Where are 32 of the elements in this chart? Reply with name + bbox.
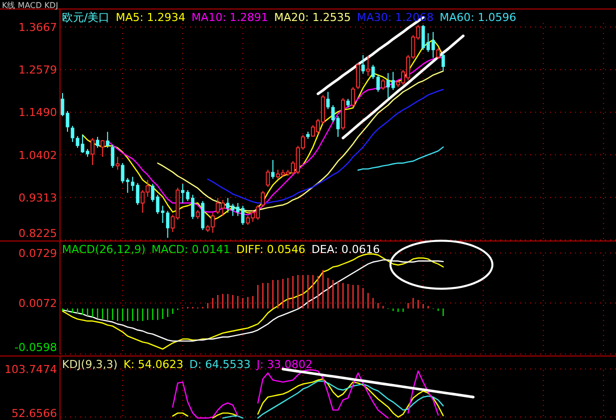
y-tick-label: -0.0598 [14,341,57,354]
text: K线 MACD KDJ [2,1,58,10]
text: MA60: 1.0596 [440,11,516,24]
y-tick-label: 0.9313 [18,191,57,204]
line-series [357,146,444,171]
y-tick-label: 52.6566 [12,407,57,420]
chart-title: KDJ(9,3,3) [62,358,118,371]
chart-title: MACD(26,12,9) [62,243,146,256]
text: MA20: 1.2535 [274,11,351,24]
y-tick-label: 0.0729 [18,246,57,260]
y-tick-label: 1.2579 [18,64,57,77]
series-label: DEA: 0.0616 [311,243,380,256]
y-tick-label: 1.1490 [18,106,57,120]
y-tick-label: 0.0072 [18,296,57,310]
y-tick-label: 1.0402 [18,148,57,162]
text: MA5: 1.2934 [116,11,186,24]
candlestick [361,54,365,74]
text: MA30: 1.2068 [356,11,434,24]
line-series [207,88,444,204]
text: DIFF: 0.0546 [236,243,306,256]
line-series [342,34,465,140]
candlestick [366,55,370,76]
text: MACD: 0.0141 [152,243,230,256]
y-tick-label: 1.3667 [18,21,57,34]
y-tick-label: 103.7474 [4,363,57,376]
candlestick [106,131,110,148]
text: K: 54.0623 [124,358,184,371]
text: MA10: 1.2891 [191,11,268,24]
y-tick-label: 0.8225 [18,227,57,240]
chart-title: 欧元/美口 [62,11,110,24]
text: D: 64.5533 [189,358,251,371]
series-label: J: 33.0802 [256,358,313,371]
